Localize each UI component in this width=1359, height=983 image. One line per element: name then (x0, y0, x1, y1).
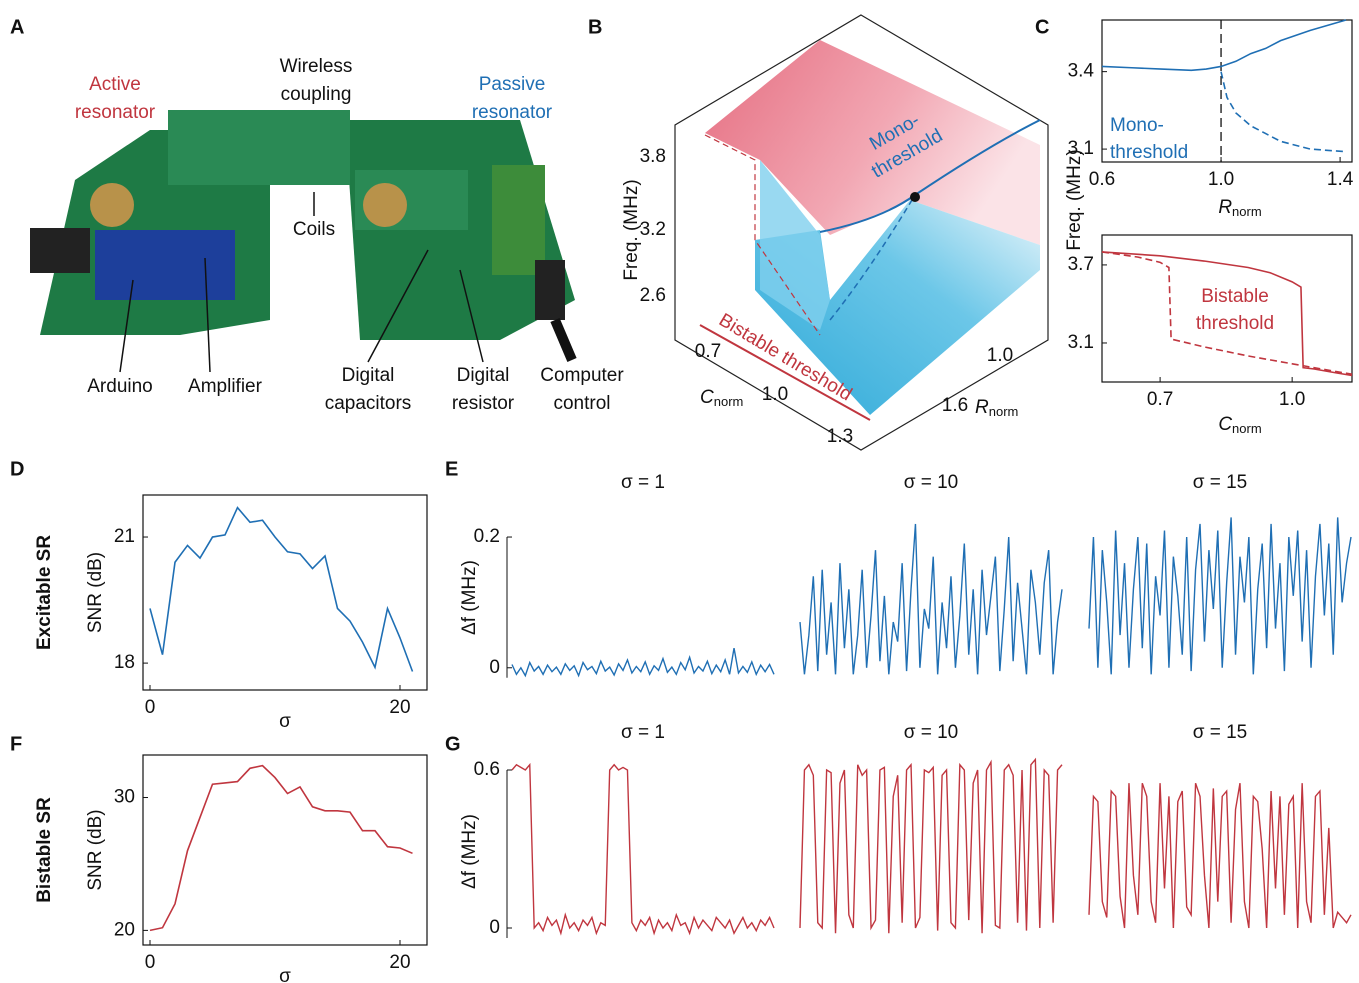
photo-label: control (553, 393, 610, 414)
y-tick-label: 3.1 (1068, 332, 1094, 353)
panel-label: F (10, 733, 22, 755)
y-axis-label: Δf (MHz) (459, 560, 480, 635)
y-tick-label: 30 (114, 787, 135, 808)
r-axis-label: Rnorm (975, 397, 1018, 419)
data-line (150, 508, 413, 672)
facet-title: σ = 10 (904, 722, 959, 743)
photo-label: Coils (293, 219, 335, 240)
y-tick-label: 0.6 (474, 759, 500, 780)
y-tick-label: 18 (114, 652, 135, 673)
axes-frame (1102, 20, 1352, 162)
data-line (150, 766, 413, 931)
x-axis-label: σ (279, 966, 291, 983)
x-tick-label: 1.4 (1327, 169, 1354, 190)
panel-label: G (445, 733, 461, 755)
y-axis-label: Freq. (MHz) (1064, 149, 1085, 250)
photo-label: Active (89, 74, 141, 95)
x-axis-label: Cnorm (1218, 414, 1261, 436)
annotation: threshold (1196, 313, 1274, 334)
x-tick-label: 0.7 (1147, 389, 1173, 410)
photo-label: resonator (472, 102, 553, 123)
axis-subscript: norm (1232, 204, 1262, 219)
x-tick-label: 1.0 (1208, 169, 1234, 190)
axis-symbol: C (1218, 414, 1232, 435)
x-tick-label: 1.0 (1279, 389, 1305, 410)
photo-label: resonator (75, 102, 156, 123)
z-tick-label: 3.8 (640, 146, 666, 167)
panel-label: B (588, 16, 602, 38)
y-tick-label: 3.7 (1068, 254, 1094, 275)
x-axis-label: σ (279, 711, 291, 732)
axis-subscript: norm (714, 394, 744, 409)
data-line (1089, 783, 1351, 928)
data-line (1102, 20, 1346, 70)
axis-symbol: R (975, 397, 989, 418)
y-tick-label: 0 (489, 657, 500, 678)
facet-title: σ = 1 (621, 472, 665, 493)
axis-symbol: R (1218, 197, 1232, 218)
photo-label: coupling (281, 84, 352, 105)
x-tick-label: 0.6 (1089, 169, 1115, 190)
hardware-photo (30, 110, 575, 372)
r-tick-label: 1.6 (942, 395, 968, 416)
panel-label: C (1035, 16, 1049, 38)
y-tick-label: 0.2 (474, 526, 500, 547)
panel-label: A (10, 16, 24, 38)
photo-label: Wireless (280, 56, 353, 77)
data-line (800, 524, 1062, 674)
c-tick-label: 0.7 (695, 341, 721, 362)
axis-symbol: C (700, 387, 714, 408)
y-tick-label: 20 (114, 919, 135, 940)
data-line (1089, 517, 1351, 674)
z-tick-label: 2.6 (640, 285, 666, 306)
x-tick-label: 20 (389, 952, 410, 973)
c-axis-label: Cnorm (700, 387, 743, 409)
panel-label: E (445, 458, 458, 480)
side-label: Excitable SR (34, 535, 55, 650)
photo-label: Amplifier (188, 376, 263, 397)
y-axis-label: Δf (MHz) (459, 814, 480, 889)
c-tick-label: 1.3 (827, 426, 853, 447)
data-line (512, 765, 774, 934)
axes-frame (143, 755, 427, 945)
side-label: Bistable SR (34, 797, 55, 903)
photo-label: resistor (452, 393, 515, 414)
photo-label: Passive (479, 74, 546, 95)
z-tick-label: 3.2 (640, 219, 666, 240)
y-tick-label: 0 (489, 917, 500, 938)
photo-label: Digital (457, 365, 510, 386)
photo-label: Computer (540, 365, 624, 386)
axis-subscript: norm (1232, 421, 1262, 436)
annotation: threshold (1110, 142, 1188, 163)
photo-label: capacitors (325, 393, 412, 414)
data-line (800, 759, 1062, 933)
figure: A B C D E F G Active resonator Wireless … (0, 0, 1359, 983)
facet-title: σ = 15 (1193, 472, 1248, 493)
r-tick-label: 1.0 (987, 345, 1013, 366)
y-axis-label: SNR (dB) (85, 809, 106, 890)
data-line (1221, 72, 1346, 152)
axes-frame (143, 495, 427, 690)
facet-title: σ = 10 (904, 472, 959, 493)
photo-label: Arduino (87, 376, 153, 397)
y-tick-label: 21 (114, 526, 135, 547)
photo-label: Digital (342, 365, 395, 386)
x-tick-label: 20 (389, 697, 410, 718)
annotation: Bistable (1201, 286, 1269, 307)
c-tick-label: 1.0 (762, 384, 788, 405)
surface-plot (675, 15, 1048, 450)
facet-title: σ = 1 (621, 722, 665, 743)
y-tick-label: 3.4 (1068, 61, 1095, 82)
panel-label: D (10, 458, 24, 480)
y-axis-label: SNR (dB) (85, 552, 106, 633)
annotation: Mono- (1110, 115, 1164, 136)
x-tick-label: 0 (145, 697, 156, 718)
data-line (512, 648, 774, 675)
x-axis-label: Rnorm (1218, 197, 1261, 219)
axis-subscript: norm (989, 404, 1019, 419)
x-tick-label: 0 (145, 952, 156, 973)
facet-title: σ = 15 (1193, 722, 1248, 743)
